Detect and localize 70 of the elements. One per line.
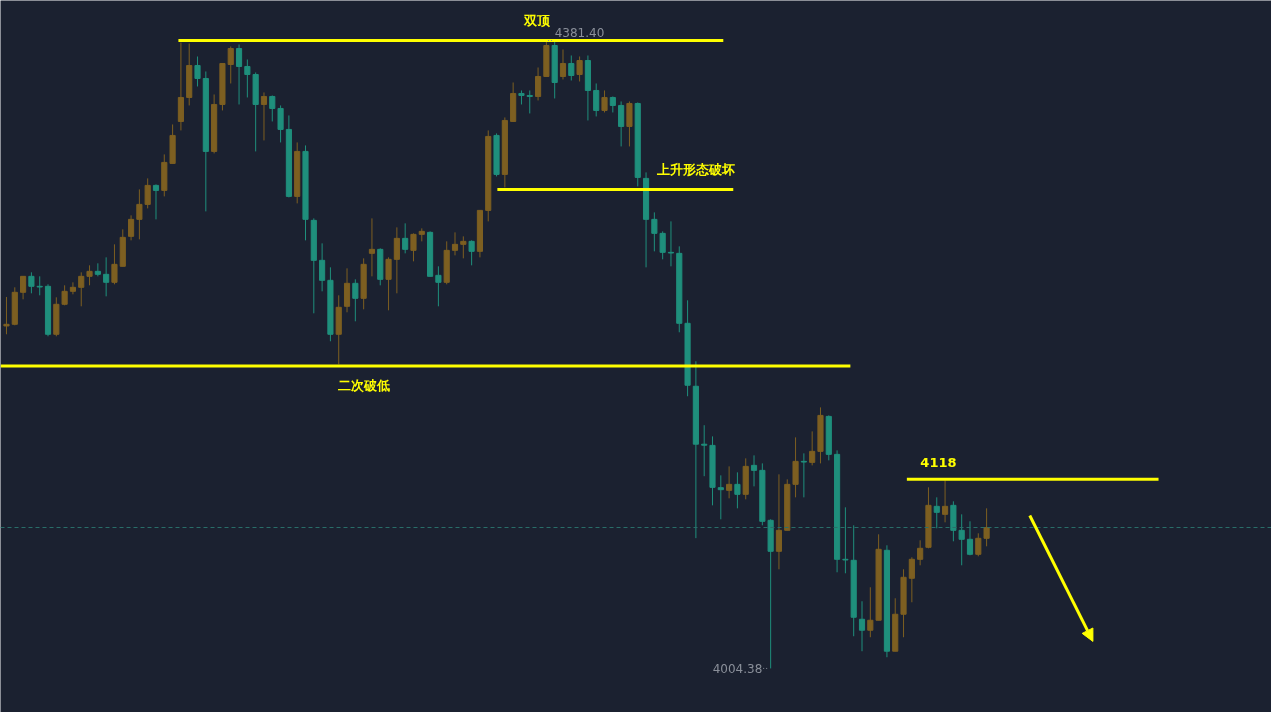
candlestick [385,256,392,311]
annotation: 4004.38 [712,661,763,676]
candlestick [402,222,409,254]
candlestick [177,42,184,131]
candlestick [983,507,990,547]
candlestick [86,264,93,286]
candlestick [726,465,733,499]
candlestick [410,232,417,262]
candlestick [593,82,600,117]
candlestick [103,256,110,297]
candlestick [792,436,799,498]
candlestick [451,231,459,256]
candlestick [260,91,268,141]
candlestick [576,55,583,82]
candlestick [800,452,807,498]
candlestick [235,44,243,105]
candlestick [368,217,376,277]
candlestick [69,281,76,295]
candlestick [651,211,658,252]
candlestick [343,267,351,313]
candlestick [227,45,234,84]
candlestick [775,473,783,570]
candlestick [966,520,974,556]
candlestick [917,539,924,566]
candlestick [809,430,816,466]
candlestick [393,226,400,294]
candlestick [78,271,85,307]
candlestick [933,496,940,529]
ref-line-label: 4118 [920,455,957,471]
candlestick [152,183,160,220]
candlestick [867,586,874,638]
candlestick [277,104,284,143]
candlestick [842,506,849,574]
candlestick [468,239,475,266]
candlestick [20,275,27,300]
candlestick [701,424,708,477]
candlestick [908,556,915,603]
candlestick [28,271,35,294]
candlestick [535,66,542,101]
ref-line-label: 双顶 [523,13,552,29]
candlestick [568,54,575,81]
candlestick [750,454,758,487]
candlestick [194,55,201,87]
candlestick [942,479,949,523]
ref-line-label: 二次破低 [337,377,390,393]
candlestick [734,471,741,509]
candlestick [352,278,359,322]
annotation: 4381.40 [554,26,605,40]
candlestick [136,188,143,240]
ref-line-label: 上升形态破坏 [655,162,735,178]
candlestick [858,600,866,652]
candlestick [526,89,533,114]
candlestick [435,265,442,307]
candlestick [111,243,118,285]
candlestick [460,235,467,259]
candlestick [269,94,276,122]
candlestick [958,513,965,566]
candlestick [144,177,151,209]
candlestick [559,48,567,80]
candlestick [667,220,675,267]
candlestick [659,230,666,260]
candlestick [601,89,608,113]
candlestick [618,100,625,147]
candlestick [128,214,135,241]
candlestick [626,100,633,147]
candlestick [975,532,982,557]
candlestick [717,474,724,520]
candlestick [3,296,10,335]
candlestick [319,242,326,292]
candlestick [36,275,43,296]
